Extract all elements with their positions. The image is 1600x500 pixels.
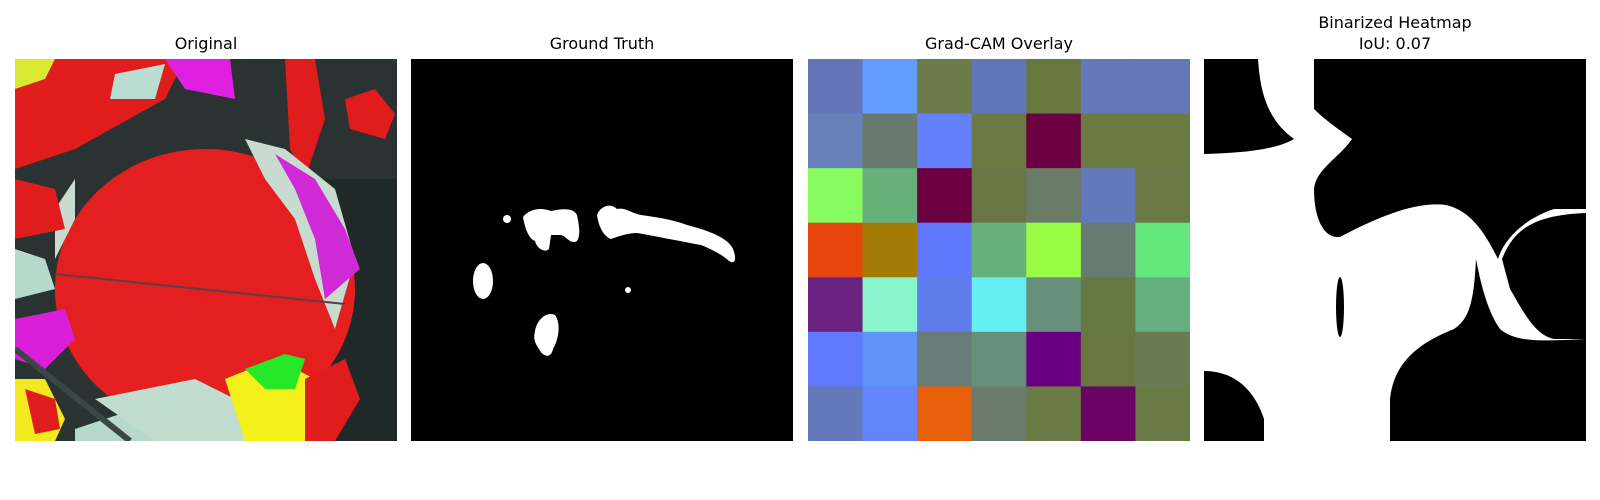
- gradcam-cell: [917, 277, 973, 333]
- gradcam-cell: [971, 331, 1027, 388]
- ground-truth-mask: [411, 59, 793, 441]
- gradcam-cell: [1080, 222, 1137, 278]
- gradcam-cell: [1080, 277, 1137, 333]
- iou-label: IoU: 0.07: [1358, 34, 1432, 53]
- gradcam-cell: [862, 222, 918, 278]
- original-title: Original: [174, 34, 238, 53]
- gradcam-cell: [1080, 113, 1137, 169]
- gradcam-title: Grad-CAM Overlay: [925, 34, 1073, 53]
- gradcam-cell: [971, 222, 1027, 278]
- gradcam-cell: [862, 113, 918, 169]
- gradcam-cell: [1080, 168, 1137, 224]
- gradcam-cell: [1080, 386, 1137, 441]
- gradcam-cell: [862, 331, 918, 388]
- gradcam-cell: [917, 386, 973, 441]
- gradcam-cell: [1135, 59, 1190, 115]
- gradcam-cell: [971, 113, 1027, 169]
- gradcam-cell: [917, 113, 973, 169]
- gradcam-cell: [971, 59, 1027, 115]
- gradcam-cell: [917, 59, 973, 115]
- binarized-heatmap: [1204, 59, 1586, 441]
- gradcam-cell: [862, 59, 918, 115]
- gradcam-cell: [808, 331, 864, 388]
- binarized-title: Binarized Heatmap: [1318, 13, 1472, 32]
- ground-truth-title: Ground Truth: [549, 34, 655, 53]
- gradcam-cell: [1026, 168, 1082, 224]
- gradcam-cell: [808, 222, 864, 278]
- gradcam-cell: [1080, 331, 1137, 388]
- gradcam-cell: [1080, 59, 1137, 115]
- gradcam-cell: [971, 277, 1027, 333]
- gradcam-cell: [862, 277, 918, 333]
- gradcam-cell: [1135, 113, 1190, 169]
- gradcam-cell: [917, 222, 973, 278]
- gradcam-overlay: [808, 59, 1190, 441]
- gradcam-cell: [1135, 331, 1190, 388]
- gradcam-cell: [862, 168, 918, 224]
- gradcam-cell: [1026, 386, 1082, 441]
- gradcam-cell: [1135, 222, 1190, 278]
- gradcam-cell: [808, 168, 864, 224]
- gradcam-cell: [917, 168, 973, 224]
- gradcam-cell: [808, 386, 864, 441]
- gradcam-cell: [808, 113, 864, 169]
- gradcam-cell: [1026, 222, 1082, 278]
- gradcam-cell: [1135, 168, 1190, 224]
- original-image: [15, 59, 397, 441]
- gradcam-cell: [808, 59, 864, 115]
- gradcam-cell: [917, 331, 973, 388]
- gradcam-cell: [1026, 113, 1082, 169]
- gradcam-cell: [971, 386, 1027, 441]
- gradcam-cell: [808, 277, 864, 333]
- gradcam-cell: [1026, 331, 1082, 388]
- gradcam-cell: [862, 386, 918, 441]
- gradcam-cell: [1135, 277, 1190, 333]
- gradcam-cell: [1026, 277, 1082, 333]
- gradcam-cell: [971, 168, 1027, 224]
- gradcam-cell: [1026, 59, 1082, 115]
- gradcam-cell: [1135, 386, 1190, 441]
